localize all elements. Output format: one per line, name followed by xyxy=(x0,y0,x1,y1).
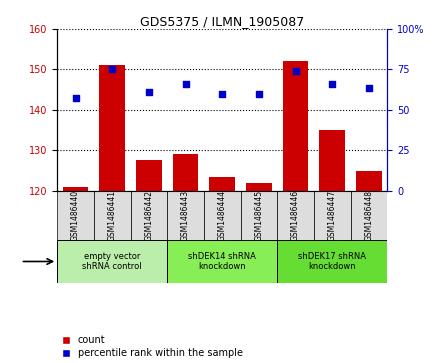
Text: GSM1486441: GSM1486441 xyxy=(108,190,117,241)
Legend: count, percentile rank within the sample: count, percentile rank within the sample xyxy=(62,335,242,358)
Text: GSM1486443: GSM1486443 xyxy=(181,190,190,241)
FancyBboxPatch shape xyxy=(277,191,314,240)
Bar xyxy=(246,183,272,191)
Point xyxy=(329,81,336,86)
Text: shDEK14 shRNA
knockdown: shDEK14 shRNA knockdown xyxy=(188,252,256,271)
FancyBboxPatch shape xyxy=(241,191,277,240)
Bar xyxy=(172,154,198,191)
FancyBboxPatch shape xyxy=(57,191,94,240)
Text: shDEK17 shRNA
knockdown: shDEK17 shRNA knockdown xyxy=(298,252,366,271)
FancyBboxPatch shape xyxy=(204,191,241,240)
Bar xyxy=(283,61,308,191)
Bar xyxy=(136,160,162,191)
FancyBboxPatch shape xyxy=(94,191,131,240)
FancyBboxPatch shape xyxy=(167,191,204,240)
Point xyxy=(72,95,79,101)
Bar xyxy=(356,171,382,191)
Point xyxy=(219,91,226,97)
FancyBboxPatch shape xyxy=(314,191,351,240)
Point xyxy=(365,85,372,90)
FancyBboxPatch shape xyxy=(351,191,387,240)
Text: empty vector
shRNA control: empty vector shRNA control xyxy=(82,252,142,271)
Text: GSM1486446: GSM1486446 xyxy=(291,190,300,241)
Text: GSM1486444: GSM1486444 xyxy=(218,190,227,241)
Point xyxy=(182,81,189,86)
Text: GSM1486447: GSM1486447 xyxy=(328,190,337,241)
Point xyxy=(145,89,152,95)
Bar xyxy=(99,65,125,191)
FancyBboxPatch shape xyxy=(277,240,387,283)
FancyBboxPatch shape xyxy=(167,240,277,283)
Point xyxy=(292,69,299,74)
Text: GSM1486440: GSM1486440 xyxy=(71,190,80,241)
FancyBboxPatch shape xyxy=(57,240,167,283)
Point xyxy=(109,66,116,72)
Point xyxy=(255,91,262,97)
Text: GSM1486442: GSM1486442 xyxy=(144,190,154,241)
FancyBboxPatch shape xyxy=(131,191,167,240)
Title: GDS5375 / ILMN_1905087: GDS5375 / ILMN_1905087 xyxy=(140,15,304,28)
Text: GSM1486448: GSM1486448 xyxy=(364,190,374,241)
Text: GSM1486445: GSM1486445 xyxy=(254,190,264,241)
Bar xyxy=(63,187,88,191)
Bar xyxy=(209,176,235,191)
Bar xyxy=(319,130,345,191)
